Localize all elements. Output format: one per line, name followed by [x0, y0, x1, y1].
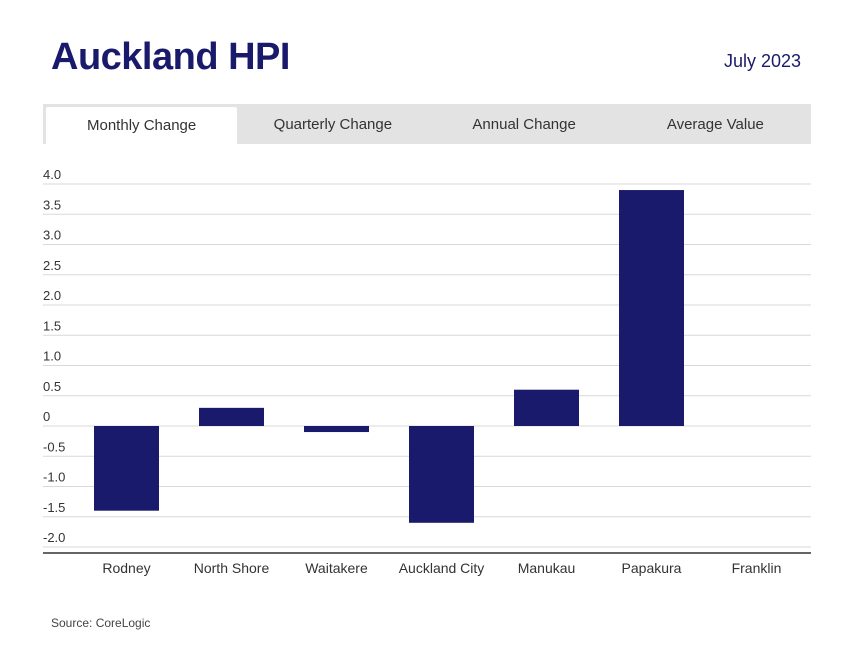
y-tick-label: 4.0: [43, 167, 61, 182]
x-tick-label: Manukau: [518, 560, 576, 576]
y-tick-label: -1.5: [43, 500, 65, 515]
y-tick-label: -0.5: [43, 439, 65, 454]
y-tick-label: 3.0: [43, 228, 61, 243]
y-tick-label: -1.0: [43, 470, 65, 485]
y-tick-label: 0.5: [43, 379, 61, 394]
x-tick-label: North Shore: [194, 560, 270, 576]
bar-auckland-city: [409, 426, 474, 523]
bar-manukau: [514, 389, 579, 426]
bar-north-shore: [199, 407, 264, 426]
x-tick-label: Papakura: [622, 560, 682, 576]
x-tick-label: Waitakere: [305, 560, 368, 576]
bar-waitakere: [304, 426, 369, 433]
y-tick-label: 1.0: [43, 349, 61, 364]
x-tick-label: Rodney: [102, 560, 150, 576]
tab-monthly-change[interactable]: Monthly Change: [46, 107, 238, 144]
y-tick-label: -2.0: [43, 530, 65, 545]
bar-papakura: [619, 190, 684, 426]
x-tick-label: Franklin: [732, 560, 782, 576]
y-tick-label: 2.0: [43, 288, 61, 303]
y-tick-label: 1.5: [43, 318, 61, 333]
bar-rodney: [94, 426, 159, 511]
y-tick-label: 0: [43, 409, 50, 424]
y-tick-label: 2.5: [43, 258, 61, 273]
tab-average-value[interactable]: Average Value: [666, 115, 764, 133]
tab-bar: Monthly Change Quarterly Change Annual C…: [43, 104, 811, 144]
page-title: Auckland HPI: [51, 36, 290, 78]
tab-annual-change[interactable]: Annual Change: [472, 115, 576, 133]
x-tick-label: Auckland City: [399, 560, 485, 576]
source-note: Source: CoreLogic: [51, 616, 151, 630]
report-date: July 2023: [723, 51, 801, 71]
bar-chart: 4.0 3.5 3.0 2.5 2.0 1.5 1.0 0.5 0 -0.5 -1.0 -1.5 -2.…: [43, 167, 811, 576]
y-tick-label: 3.5: [43, 197, 61, 212]
tab-quarterly-change[interactable]: Quarterly Change: [273, 115, 393, 133]
